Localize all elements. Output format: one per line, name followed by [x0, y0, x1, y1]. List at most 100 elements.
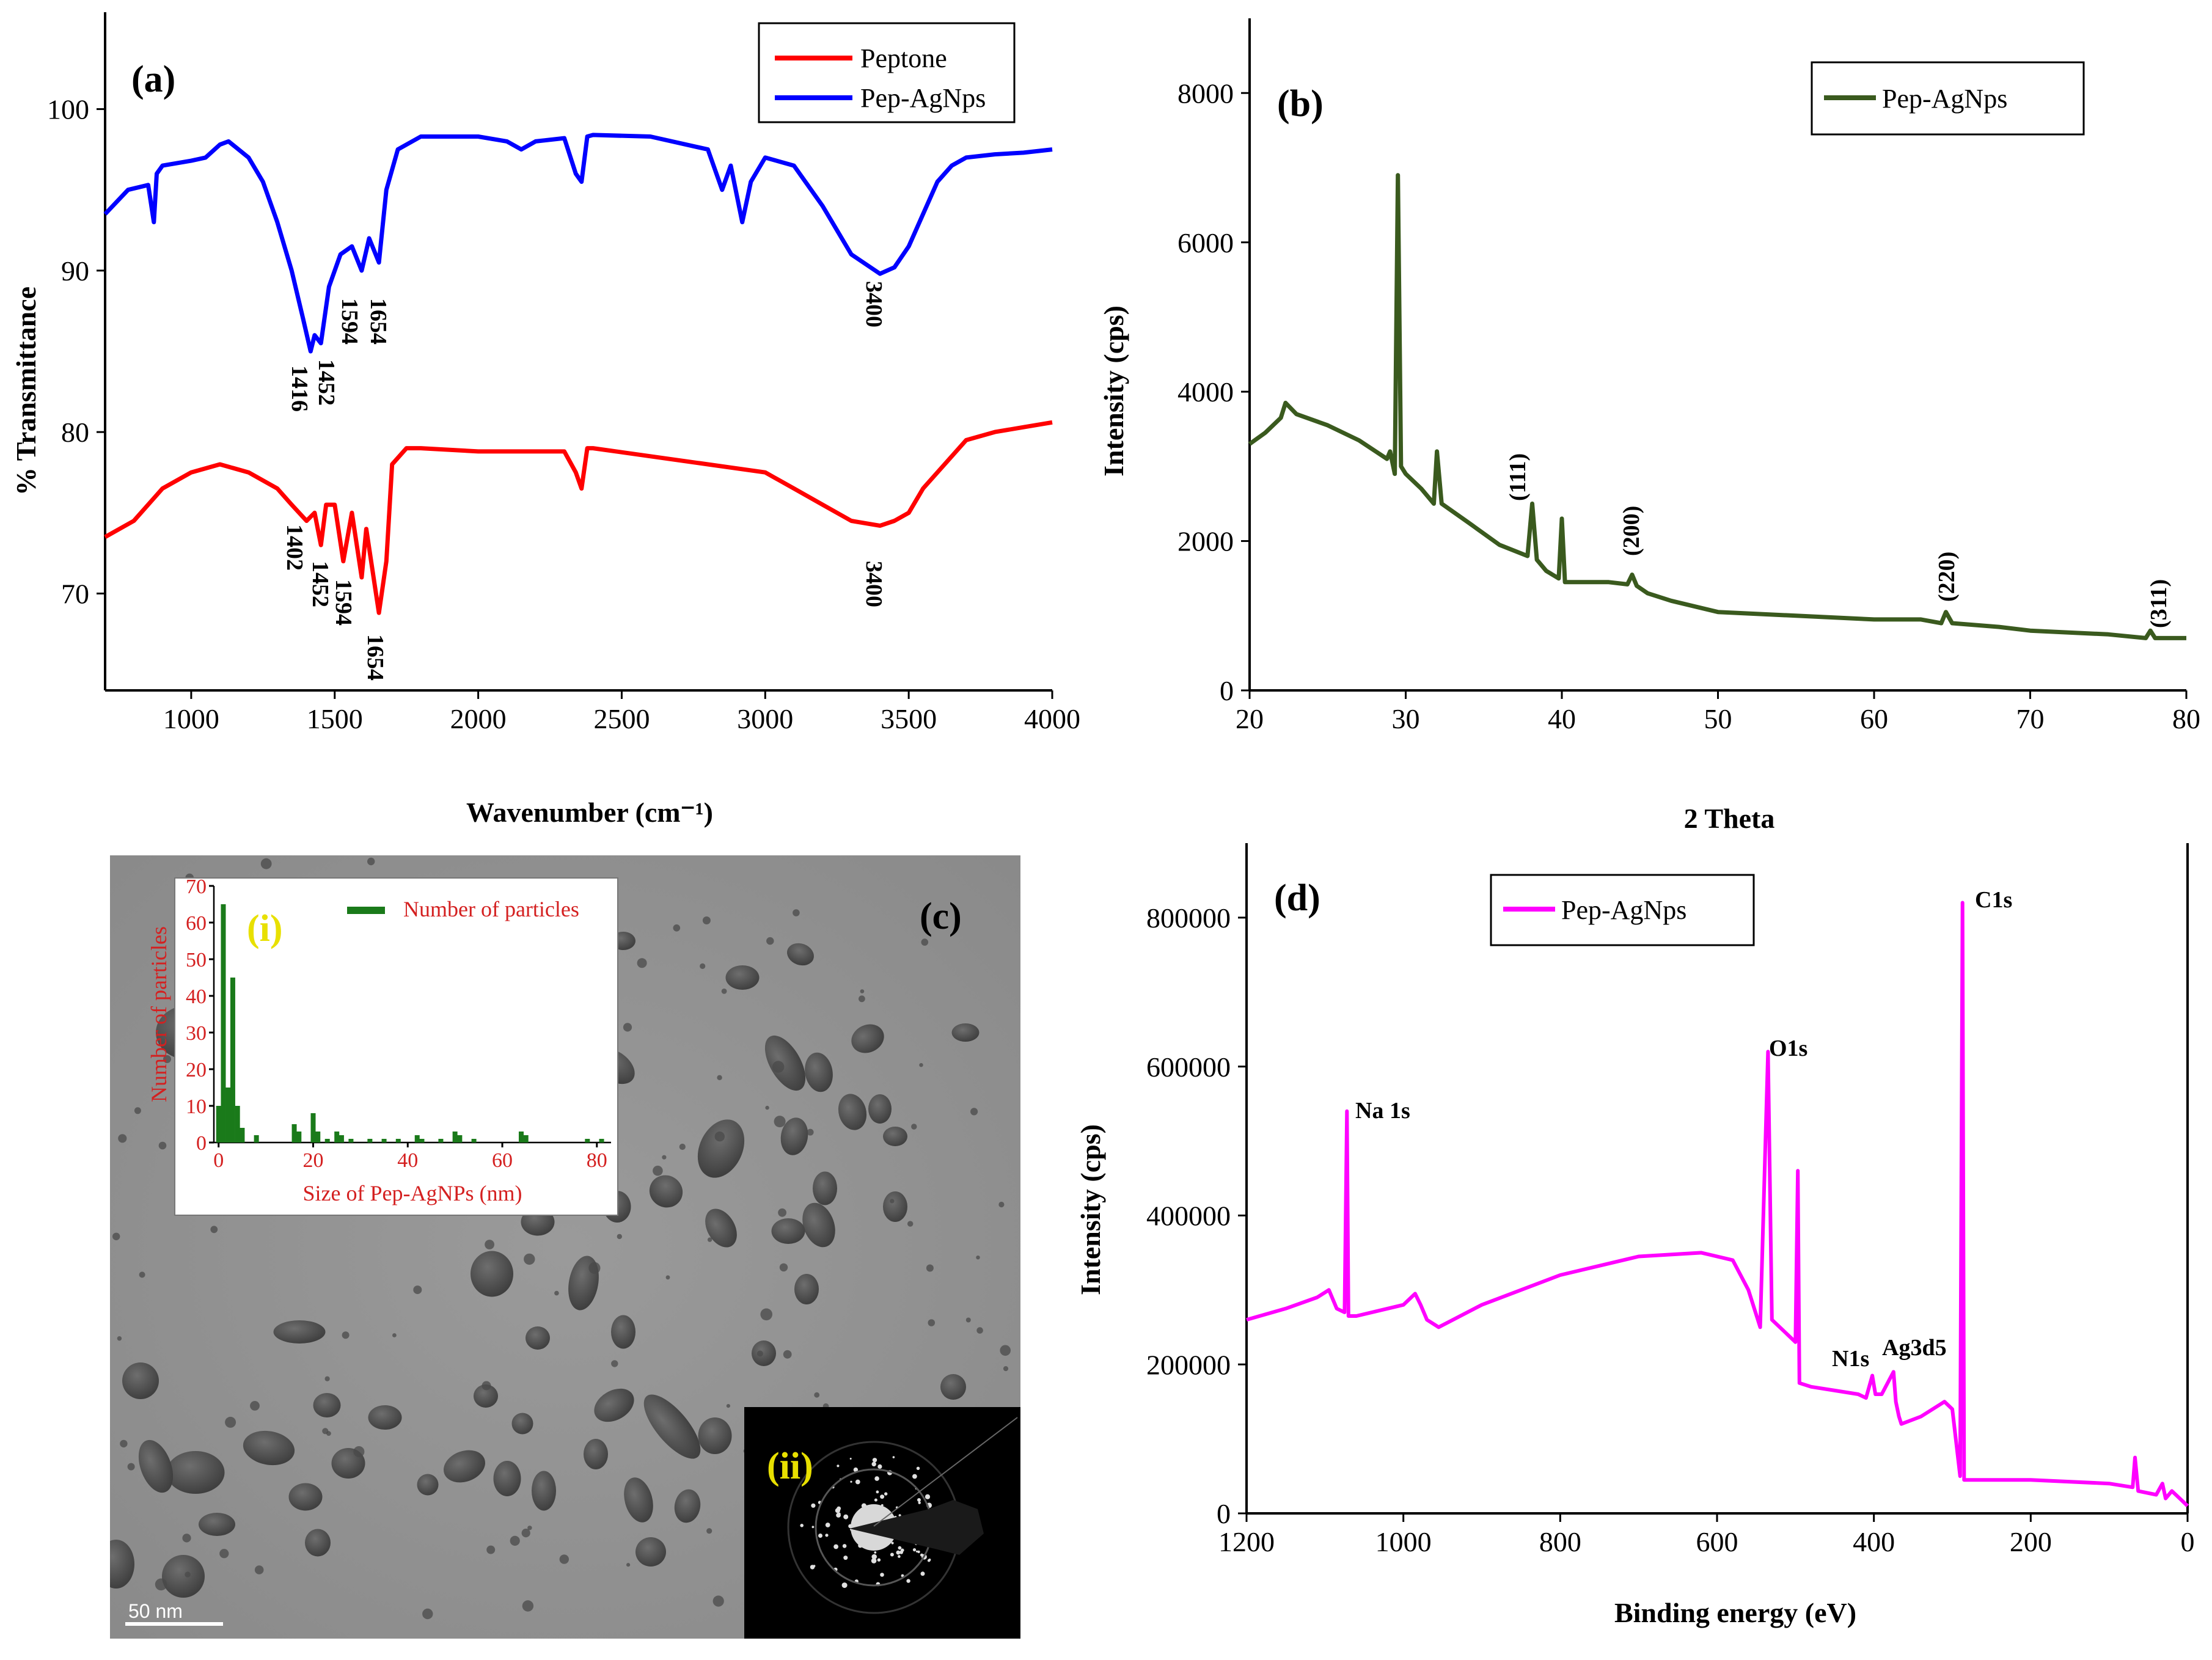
- y-tick-label: 400000: [1146, 1201, 1231, 1232]
- small-particle: [353, 1446, 365, 1457]
- nanoparticle: [417, 1474, 439, 1496]
- small-particle: [626, 1563, 631, 1567]
- ftir-x-axis-label: Wavenumber (cm⁻¹): [466, 797, 713, 828]
- diffraction-spot: [917, 1498, 921, 1502]
- diffraction-spot: [925, 1494, 931, 1499]
- small-particle: [559, 1554, 569, 1564]
- y-tick-label: 200000: [1146, 1349, 1231, 1380]
- small-particle: [998, 1201, 1005, 1208]
- diffraction-spot: [890, 1552, 894, 1557]
- small-particle: [219, 1549, 229, 1559]
- histogram-bar: [240, 1128, 245, 1143]
- small-particle: [665, 1275, 670, 1280]
- diffraction-spot: [833, 1544, 838, 1549]
- histogram-bar: [315, 1132, 321, 1143]
- diffraction-spot: [811, 1526, 815, 1529]
- diffraction-spot: [850, 1480, 852, 1483]
- histogram-bar: [339, 1135, 344, 1143]
- y-tick-label: 70: [186, 876, 207, 898]
- y-tick-label: 0: [196, 1132, 207, 1155]
- diffraction-spot: [880, 1573, 884, 1577]
- peak-label: 1594: [331, 579, 356, 626]
- x-tick-label: 50: [1704, 703, 1732, 734]
- diffraction-spot: [841, 1582, 848, 1589]
- x-tick-label: 1200: [1218, 1526, 1275, 1557]
- diffraction-spot: [874, 1551, 877, 1554]
- histogram-bar: [452, 1132, 458, 1143]
- xps-chart: 1200 1000 800 600 400 200 0 0 200000 400000 60000…: [1075, 843, 2195, 1628]
- small-particle: [778, 1208, 786, 1217]
- diffraction-spot: [898, 1514, 901, 1517]
- diffraction-spot: [917, 1550, 920, 1554]
- small-particle: [700, 963, 706, 969]
- small-particle: [907, 1221, 914, 1227]
- x-tick-label: 4000: [1024, 703, 1080, 734]
- diffraction-spot: [874, 1498, 877, 1502]
- diffraction-spot: [896, 1550, 901, 1555]
- y-tick-label: 600000: [1146, 1051, 1231, 1083]
- diffraction-spot: [874, 1476, 879, 1481]
- histogram-bar: [235, 1106, 240, 1143]
- x-tick-label: 20: [1236, 703, 1264, 734]
- diffraction-spot: [849, 1458, 852, 1460]
- histogram-bar: [414, 1135, 420, 1143]
- histogram-bar: [296, 1132, 302, 1143]
- x-tick-label: 200: [2010, 1526, 2052, 1557]
- y-tick-label: 8000: [1177, 78, 1234, 109]
- nanoparticle: [725, 965, 760, 990]
- y-tick-label: 90: [61, 255, 89, 287]
- small-particle: [814, 1392, 820, 1398]
- small-particle: [611, 1360, 618, 1367]
- peak-label: 1654: [362, 634, 388, 681]
- nanoparticle: [883, 1127, 907, 1146]
- y-tick-label: 20: [186, 1059, 207, 1081]
- nanoparticle: [951, 1023, 980, 1042]
- small-particle: [793, 909, 800, 916]
- diffraction-spot: [843, 1556, 848, 1560]
- x-tick-label: 60: [492, 1149, 513, 1172]
- x-tick-label: 400: [1853, 1526, 1895, 1557]
- inset-ii-label: (ii): [767, 1446, 813, 1487]
- diffraction-spot: [920, 1571, 925, 1576]
- nanoparticle: [474, 1384, 498, 1408]
- diffraction-spot: [872, 1458, 877, 1463]
- small-particle: [422, 1608, 433, 1620]
- ftir-chart: 1000 1500 2000 2500 3000 3500 4000 70 80 90 100 (…: [10, 12, 1080, 828]
- nanoparticle: [313, 1393, 341, 1417]
- xrd-x-axis-label: 2 Theta: [1684, 803, 1775, 834]
- x-tick-label: 1000: [163, 703, 219, 734]
- diffraction-spot: [912, 1474, 917, 1479]
- small-particle: [757, 1350, 763, 1357]
- small-particle: [766, 937, 774, 945]
- peak-label: O1s: [1769, 1036, 1807, 1061]
- peak-label: 1416: [287, 365, 312, 412]
- small-particle: [225, 1416, 236, 1428]
- small-particle: [890, 1199, 895, 1204]
- series-line-1: [103, 133, 1053, 354]
- y-tick-label: 0: [1217, 1498, 1231, 1529]
- diffraction-spot: [898, 1555, 901, 1558]
- histogram-bar: [310, 1113, 316, 1143]
- nanoparticle: [674, 1489, 701, 1523]
- nanoparticle: [166, 1451, 225, 1494]
- nanoparticle: [752, 1340, 776, 1366]
- small-particle: [617, 1234, 622, 1240]
- nanoparticle: [771, 1218, 805, 1244]
- nanoparticle: [471, 1251, 513, 1297]
- nanoparticle: [780, 1117, 808, 1155]
- small-particle: [623, 1023, 632, 1032]
- xrd-legend-label: Pep-AgNps: [1882, 84, 2007, 114]
- nanoparticle: [787, 943, 814, 966]
- small-particle: [707, 1237, 712, 1242]
- small-particle: [163, 1055, 171, 1063]
- nanoparticle: [611, 1315, 635, 1349]
- histogram-bar: [334, 1132, 340, 1143]
- nanoparticle: [273, 1320, 326, 1344]
- diffraction-spot: [901, 1548, 904, 1552]
- peak-label: 1594: [337, 298, 362, 345]
- diffraction-spot: [884, 1492, 888, 1496]
- small-particle: [1003, 1366, 1009, 1372]
- diffraction-spot: [871, 1558, 877, 1563]
- nanoparticle: [199, 1513, 235, 1536]
